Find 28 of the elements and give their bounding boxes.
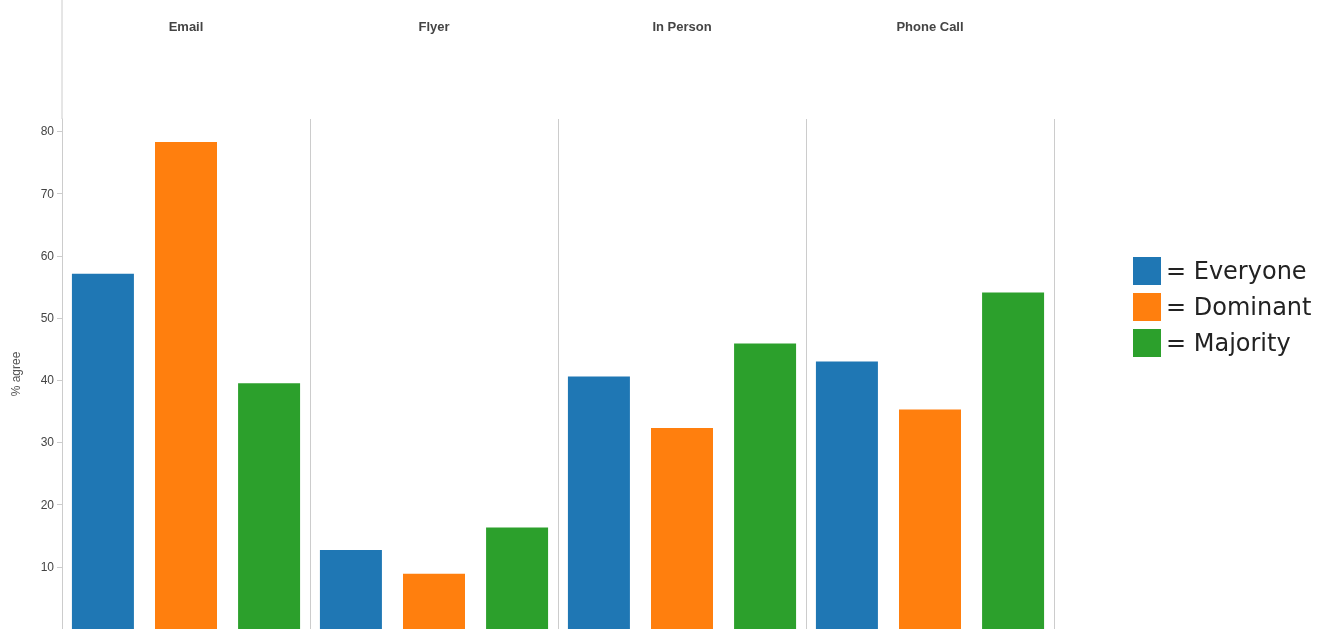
legend-label: = Everyone <box>1166 257 1307 285</box>
x-tick-label: Flyer <box>418 19 450 34</box>
y-tick-label: 20 <box>40 497 55 512</box>
x-tick-label: Email <box>168 19 204 34</box>
y-tick-label: 70 <box>40 186 55 201</box>
legend-label: = Majority <box>1166 329 1291 357</box>
x-tick-label: In Person <box>652 19 712 34</box>
x-tick-label: Phone Call <box>896 19 964 34</box>
bar <box>486 527 549 629</box>
bar <box>567 376 630 629</box>
y-tick-label: 50 <box>40 311 55 326</box>
bar <box>238 383 301 629</box>
y-axis-title: % agree <box>9 351 23 397</box>
y-tick-label: 10 <box>40 559 55 574</box>
bar <box>403 573 465 629</box>
legend-label: = Dominant <box>1166 293 1312 321</box>
bar <box>651 428 713 629</box>
y-tick-label: 40 <box>40 373 55 388</box>
bar <box>982 292 1045 629</box>
y-tick-label: 80 <box>40 124 55 139</box>
y-tick-label: 60 <box>40 248 55 263</box>
bar <box>319 550 382 629</box>
bar <box>734 343 797 629</box>
bar <box>815 361 878 629</box>
bar <box>71 273 134 629</box>
y-tick-label: 30 <box>40 435 55 450</box>
bar <box>899 409 961 629</box>
bar <box>155 142 217 629</box>
